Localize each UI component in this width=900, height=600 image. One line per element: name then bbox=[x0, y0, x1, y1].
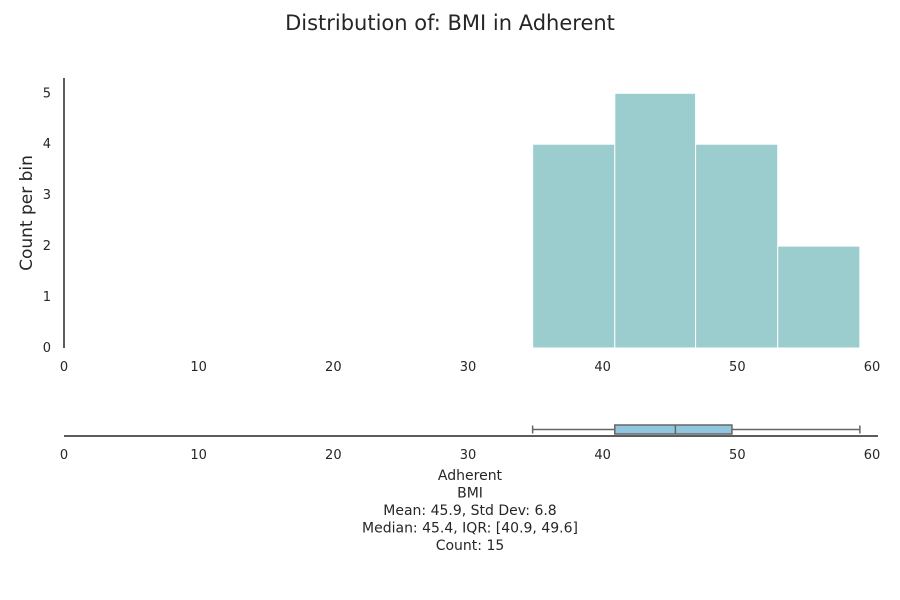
x-tick-label-bottom-2: 20 bbox=[325, 448, 342, 463]
y-tick-label-5: 5 bbox=[43, 86, 51, 101]
x-tick-label-bottom-5: 50 bbox=[729, 448, 746, 463]
x-tick-label-top-3: 30 bbox=[460, 360, 477, 375]
x-tick-label-bottom-4: 40 bbox=[594, 448, 611, 463]
x-tick-label-bottom-6: 60 bbox=[864, 448, 881, 463]
y-tick-label-1: 1 bbox=[43, 290, 51, 305]
x-tick-label-top-5: 50 bbox=[729, 360, 746, 375]
x-tick-label-top-6: 60 bbox=[864, 360, 881, 375]
y-axis-label: Count per bin bbox=[17, 155, 37, 271]
histogram-bar-3 bbox=[777, 245, 861, 349]
histogram-bar-1 bbox=[614, 92, 697, 349]
stats-line-1: BMI bbox=[457, 486, 483, 502]
y-tick-label-3: 3 bbox=[43, 188, 51, 203]
histogram-bar-0 bbox=[532, 143, 616, 349]
x-tick-label-bottom-3: 30 bbox=[460, 448, 477, 463]
stats-line-0: Adherent bbox=[438, 468, 503, 484]
y-axis: 0 1 2 3 4 5 bbox=[43, 78, 65, 356]
x-axis-boxplot: 0 10 20 30 40 50 60 bbox=[60, 435, 881, 463]
y-tick-label-0: 0 bbox=[43, 341, 51, 356]
stats-line-3: Median: 45.4, IQR: [40.9, 49.6] bbox=[362, 521, 578, 537]
histogram-bars bbox=[532, 92, 861, 349]
histogram-bar-2 bbox=[695, 143, 779, 349]
boxplot bbox=[531, 424, 861, 435]
stats-line-4: Count: 15 bbox=[436, 538, 505, 554]
y-tick-label-2: 2 bbox=[43, 239, 51, 254]
x-axis-histogram: 0 10 20 30 40 50 60 bbox=[60, 360, 880, 375]
x-tick-label-top-2: 20 bbox=[325, 360, 342, 375]
x-tick-label-bottom-0: 0 bbox=[60, 448, 68, 463]
x-tick-label-top-1: 10 bbox=[190, 360, 207, 375]
x-tick-label-top-4: 40 bbox=[594, 360, 611, 375]
stats-line-2: Mean: 45.9, Std Dev: 6.8 bbox=[383, 503, 556, 519]
boxplot-box bbox=[614, 424, 733, 435]
chart-title: Distribution of: BMI in Adherent bbox=[285, 11, 615, 35]
x-tick-label-bottom-1: 10 bbox=[190, 448, 207, 463]
y-tick-label-4: 4 bbox=[43, 137, 51, 152]
x-tick-label-top-0: 0 bbox=[60, 360, 68, 375]
